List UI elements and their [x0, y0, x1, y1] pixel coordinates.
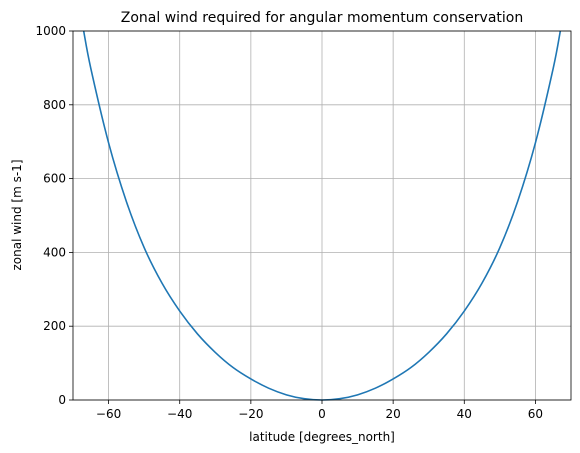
x-tick-label: 20 [386, 407, 401, 421]
chart-title: Zonal wind required for angular momentum… [121, 10, 523, 26]
y-tick-label: 1000 [35, 24, 66, 38]
x-tick-labels: −60 −40 −20 0 20 40 60 [96, 407, 543, 421]
tick-marks [69, 30, 536, 404]
y-axis-label: zonal wind [m s-1] [10, 159, 24, 270]
x-axis-label: latitude [degrees_north] [249, 430, 395, 444]
x-tick-label: −40 [167, 407, 192, 421]
x-tick-label: −20 [238, 407, 263, 421]
y-tick-label: 200 [43, 319, 66, 333]
y-tick-label: 600 [43, 172, 66, 186]
x-tick-label: 40 [457, 407, 472, 421]
x-tick-label: −60 [96, 407, 121, 421]
y-tick-label: 400 [43, 245, 66, 259]
y-tick-label: 0 [58, 393, 66, 407]
y-tick-label: 800 [43, 98, 66, 112]
y-tick-labels: 0 200 400 600 800 1000 [35, 24, 66, 407]
grid-lines [73, 30, 571, 401]
x-tick-label: 60 [528, 407, 543, 421]
x-tick-label: 0 [318, 407, 326, 421]
